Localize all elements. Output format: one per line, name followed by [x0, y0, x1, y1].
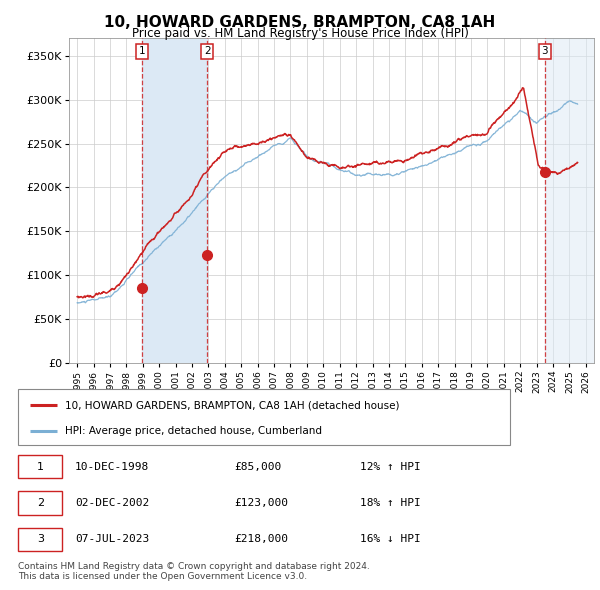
Text: £85,000: £85,000 — [235, 461, 282, 471]
Text: HPI: Average price, detached house, Cumberland: HPI: Average price, detached house, Cumb… — [65, 426, 322, 436]
Text: 12% ↑ HPI: 12% ↑ HPI — [360, 461, 421, 471]
Text: 2: 2 — [204, 47, 211, 57]
Text: 1: 1 — [139, 47, 145, 57]
Bar — [545, 38, 600, 363]
FancyBboxPatch shape — [18, 389, 510, 445]
Bar — [545, 38, 600, 363]
Text: 10, HOWARD GARDENS, BRAMPTON, CA8 1AH: 10, HOWARD GARDENS, BRAMPTON, CA8 1AH — [104, 15, 496, 30]
Text: 10-DEC-1998: 10-DEC-1998 — [75, 461, 149, 471]
FancyBboxPatch shape — [18, 455, 62, 478]
Text: 1: 1 — [37, 461, 44, 471]
Text: 2: 2 — [37, 498, 44, 508]
Text: £123,000: £123,000 — [235, 498, 289, 508]
Text: £218,000: £218,000 — [235, 535, 289, 545]
FancyBboxPatch shape — [18, 491, 62, 515]
Text: Contains HM Land Registry data © Crown copyright and database right 2024.
This d: Contains HM Land Registry data © Crown c… — [18, 562, 370, 581]
Text: Price paid vs. HM Land Registry's House Price Index (HPI): Price paid vs. HM Land Registry's House … — [131, 27, 469, 40]
Text: 3: 3 — [37, 535, 44, 545]
Text: 07-JUL-2023: 07-JUL-2023 — [75, 535, 149, 545]
FancyBboxPatch shape — [18, 527, 62, 551]
Bar — [142, 38, 207, 363]
Text: 02-DEC-2002: 02-DEC-2002 — [75, 498, 149, 508]
Text: 3: 3 — [542, 47, 548, 57]
Text: 16% ↓ HPI: 16% ↓ HPI — [360, 535, 421, 545]
Text: 18% ↑ HPI: 18% ↑ HPI — [360, 498, 421, 508]
Text: 10, HOWARD GARDENS, BRAMPTON, CA8 1AH (detached house): 10, HOWARD GARDENS, BRAMPTON, CA8 1AH (d… — [65, 400, 399, 410]
